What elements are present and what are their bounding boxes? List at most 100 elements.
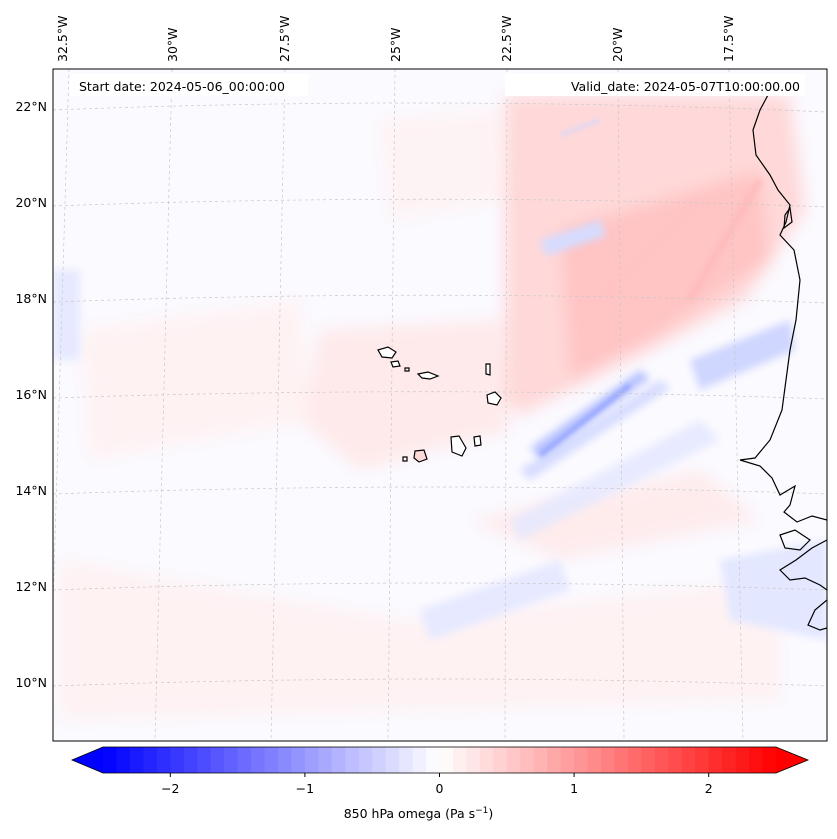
colorbar-segment [695,747,710,773]
colorbar-segment [601,747,616,773]
latitude-labels: 22°N 20°N 18°N 16°N 14°N 12°N 10°N [15,99,47,690]
colorbar-segment [452,747,468,773]
island-santo-antao [377,346,397,359]
lon-label: 32.5°W [55,16,70,62]
colorbar-segment [170,747,185,773]
colorbar-segment [304,747,319,773]
colorbar-segment [358,747,373,773]
colorbar-segment [574,747,589,773]
colorbar-segment [708,747,723,773]
colorbar-segment [237,747,252,773]
colorbar-segment [385,747,400,773]
colorbar-segment [520,747,535,773]
colorbar-segment [331,747,346,773]
island-sao-vicente [390,360,401,368]
island-santa-luzia [404,367,410,372]
colorbar-segment [547,747,562,773]
lon-label: 25°W [388,27,403,62]
lat-label: 20°N [15,195,47,210]
header-box-right [505,74,805,96]
colorbar-segment [264,747,279,773]
colorbar-label-exponent: −1 [475,806,489,816]
colorbar-segment [426,747,441,773]
colorbar-segment [749,747,764,773]
colorbar-segment [587,747,602,773]
graticule [53,69,827,741]
colorbar-segment [143,747,158,773]
colorbar-segment [318,747,333,773]
cape-verde-islands [377,346,502,463]
lat-label: 12°N [15,579,47,594]
valid-date-label: Valid_date: 2024-05-07T10:00:00.00 [571,79,800,94]
colorbar-segment [345,747,360,773]
lat-label: 16°N [15,387,47,402]
colorbar-tick-label: 2 [705,781,713,796]
colorbar-segment [183,747,198,773]
colorbar-segment [277,747,293,773]
lon-label: 20°W [610,27,625,62]
colorbar-segment [722,747,737,773]
island-boa-vista [486,391,502,406]
colorbar-segment [224,747,239,773]
colorbar-segment [641,747,656,773]
colorbar-label: 850 hPa omega (Pa s−1) [0,806,837,821]
colorbar-segment [197,747,212,773]
header-box-left [70,74,308,96]
longitude-labels: 32.5°W 30°W 27.5°W 25°W 22.5°W 20°W 17.5… [55,16,736,62]
colorbar-tick-label: −2 [161,781,179,796]
colorbar-segment [614,747,629,773]
colorbar-segment [668,747,683,773]
colorbar-segment [681,747,696,773]
colorbar-segment [291,747,306,773]
colorbar-segment [506,747,521,773]
colorbar-segment [762,747,777,773]
colorbar-segment [372,747,387,773]
colorbar-segment [493,747,508,773]
colorbar-segment [251,747,266,773]
map-frame [52,68,828,742]
colorbar-segment [103,747,118,773]
colorbar-segment [412,747,427,773]
colorbar-segment [466,747,481,773]
island-sao-nicolau [416,371,440,380]
colorbar: −2 −1 0 1 2 [70,746,810,796]
island-fogo [413,449,428,463]
lat-label: 10°N [15,675,47,690]
colorbar-segment [116,747,131,773]
colorbar-outline [70,746,810,774]
omega-positive-areas [60,95,805,720]
colorbar-segment [735,747,750,773]
colorbar-label-main: 850 hPa omega (Pa s [343,806,476,822]
colorbar-segment [399,747,414,773]
colorbar-segment [210,747,225,773]
lat-label: 22°N [15,99,47,114]
africa-coast [739,94,827,631]
coastline [739,94,827,631]
lon-label: 22.5°W [499,16,514,62]
colorbar-tick-label: 1 [570,781,578,796]
lon-label: 27.5°W [277,16,292,62]
colorbar-tick-label: −1 [296,781,314,796]
lat-label: 18°N [15,291,47,306]
colorbar-tick-label: 0 [436,781,444,796]
colorbar-extend-high [776,747,808,773]
colorbar-segments [72,747,808,773]
colorbar-segment [560,747,575,773]
island-sal [485,363,491,376]
lat-label: 14°N [15,483,47,498]
start-date-label: Start date: 2024-05-06_00:00:00 [79,79,285,94]
colorbar-segment [654,747,669,773]
colorbar-segment [129,747,144,773]
island-brava [402,456,408,462]
colorbar-segment [627,747,642,773]
colorbar-extend-low [72,747,103,773]
colorbar-label-end: ) [488,806,494,822]
colorbar-segment [156,747,171,773]
map-panel [53,69,827,741]
colorbar-segment [533,747,548,773]
colorbar-segment [439,747,454,773]
island-santiago [450,435,467,457]
lon-label: 17.5°W [721,16,736,62]
omega-streaks [538,118,764,457]
island-maio [473,435,482,447]
